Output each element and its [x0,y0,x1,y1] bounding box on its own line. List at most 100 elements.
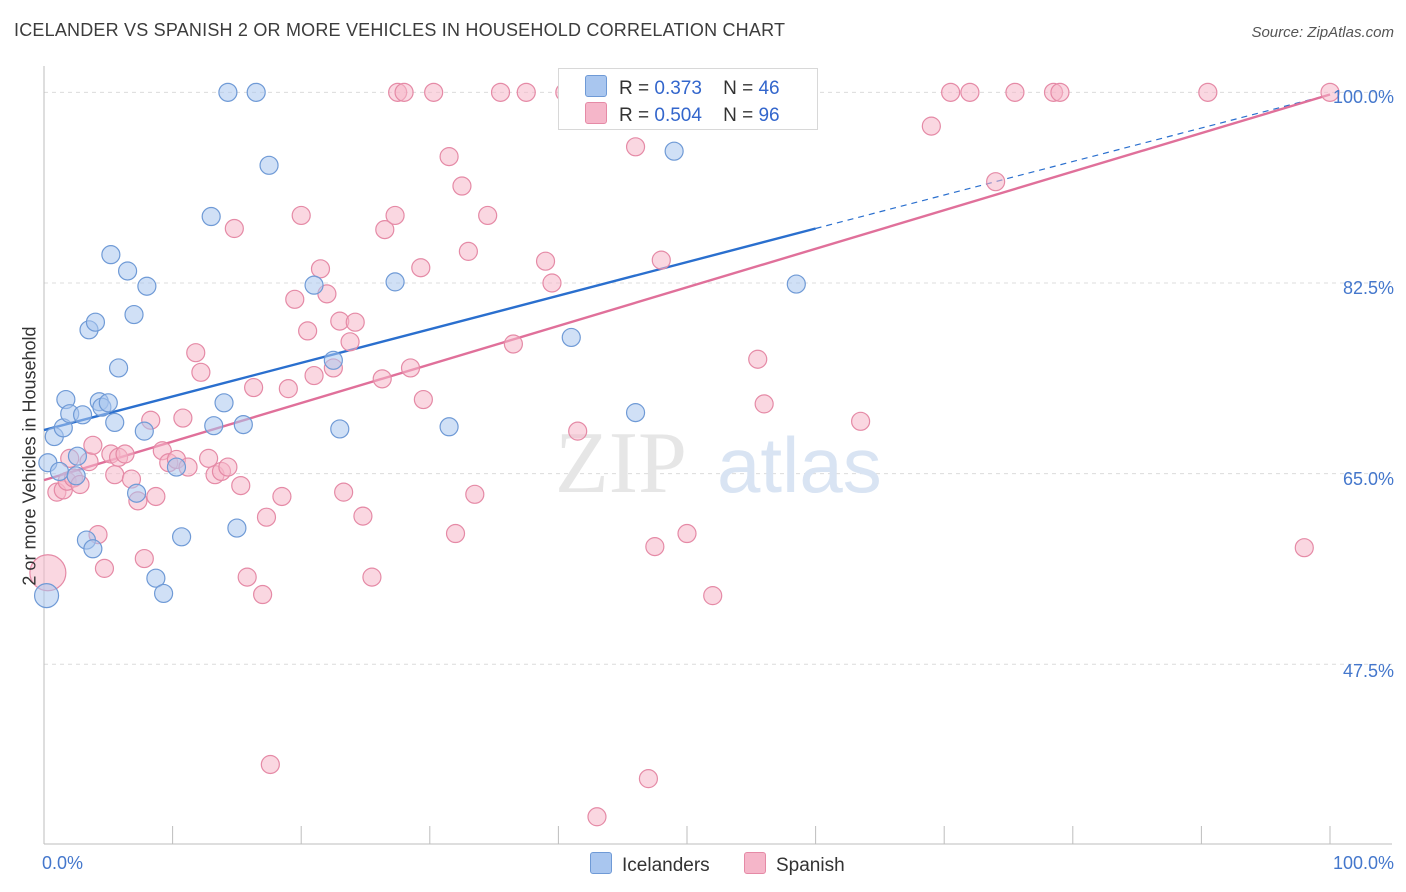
icelanders-point [66,466,86,486]
spanish-point [400,358,421,378]
icelanders-n-value: 46 [758,78,780,99]
spanish-point [94,558,115,578]
legend-row-icelanders: R = 0.373 N = 46 [585,75,780,99]
spanish-point [1005,82,1025,102]
spanish-point [411,258,431,278]
icelanders-points [33,82,806,609]
spanish-point [340,332,360,352]
icelanders-point [214,393,234,413]
spanish-point [173,408,193,428]
icelanders-point [67,446,88,466]
icelanders-point [166,457,187,477]
spanish-point [851,411,871,431]
trend-lines [43,93,1331,482]
icelanders-point [153,583,174,604]
spanish-point [115,444,135,464]
spanish-point [146,486,166,507]
icelanders-point [385,272,405,292]
spanish-point [353,506,373,526]
legend-n-label: N = [723,78,754,99]
source-label: Source: ZipAtlas.com [1251,24,1394,41]
spanish-point [703,586,723,606]
spanish-swatch [744,852,766,874]
icelanders-point [227,518,247,538]
y-axis-label: 2 or more Vehicles in Household [19,326,40,586]
spanish-point [310,259,331,279]
spanish-point [439,147,459,167]
icelanders-point [204,416,224,436]
spanish-point [1050,82,1070,102]
icelanders-point [330,419,350,439]
spanish-point [191,362,211,382]
spanish-point [748,349,768,369]
icelanders-point [323,350,343,370]
bottom-legend-spanish: Spanish [744,852,845,877]
spanish-r-value: 0.504 [654,105,702,126]
icelanders-point [134,421,154,441]
y-tick-label: 82.5% [1342,278,1394,298]
legend-r-label: R = [619,105,650,126]
spanish-point [490,82,511,102]
spanish-point [372,369,392,389]
icelanders-point [137,276,157,296]
spanish-point [291,205,311,226]
icelanders-point [117,261,138,281]
icelanders-swatch [590,852,612,874]
spanish-point [535,251,556,271]
y-tick-label: 100.0% [1332,87,1394,107]
spanish-point [754,394,774,414]
spanish-point [362,567,382,587]
icelanders-point [126,483,147,503]
icelanders-point [33,583,60,609]
spanish-point [218,457,238,477]
spanish-point [260,754,280,775]
legend-n-label: N = [723,105,754,126]
spanish-point [186,343,206,363]
spanish-point [304,365,324,386]
x-tick-label-max: 100.0% [1332,853,1394,873]
spanish-point [625,137,646,157]
y-tick-label: 47.5% [1342,661,1394,681]
spanish-swatch [585,102,607,124]
spanish-point [986,172,1006,192]
icelanders-point [85,312,106,332]
icelanders-point [146,568,166,588]
spanish-point [394,82,414,102]
spanish-point [941,82,961,102]
spanish-point [645,537,665,557]
icelanders-point [124,304,144,325]
spanish-trend-line [43,93,1331,482]
spanish-point [375,220,395,240]
spanish-point [458,241,478,261]
spanish-point [334,482,354,502]
icelanders-point [786,274,806,294]
icelanders-legend-label: Icelanders [622,855,710,876]
spanish-point [478,205,498,226]
spanish-point [272,486,292,507]
icelanders-point [439,417,459,437]
icelanders-point [201,206,221,227]
spanish-point [105,465,125,485]
spanish-point [199,448,219,468]
spanish-point [278,379,298,399]
icelanders-point [218,82,238,102]
spanish-point [1294,538,1314,558]
spanish-point [677,523,697,544]
spanish-point [224,218,244,239]
spanish-point [298,321,318,341]
icelanders-point [304,275,324,295]
chart-title: ICELANDER VS SPANISH 2 OR MORE VEHICLES … [14,20,786,40]
spanish-point [568,421,588,441]
legend-row-spanish: R = 0.504 N = 96 [585,102,780,126]
watermark-atlas: atlas [717,421,882,509]
icelanders-point [259,155,279,175]
spanish-point [413,389,433,410]
icelanders-point [664,141,684,161]
spanish-point [465,484,485,504]
icelanders-swatch [585,75,607,97]
x-tick-label-min: 0.0% [42,853,84,873]
icelanders-point [625,403,646,423]
spanish-point [285,289,305,309]
legend-r-label: R = [619,78,650,99]
